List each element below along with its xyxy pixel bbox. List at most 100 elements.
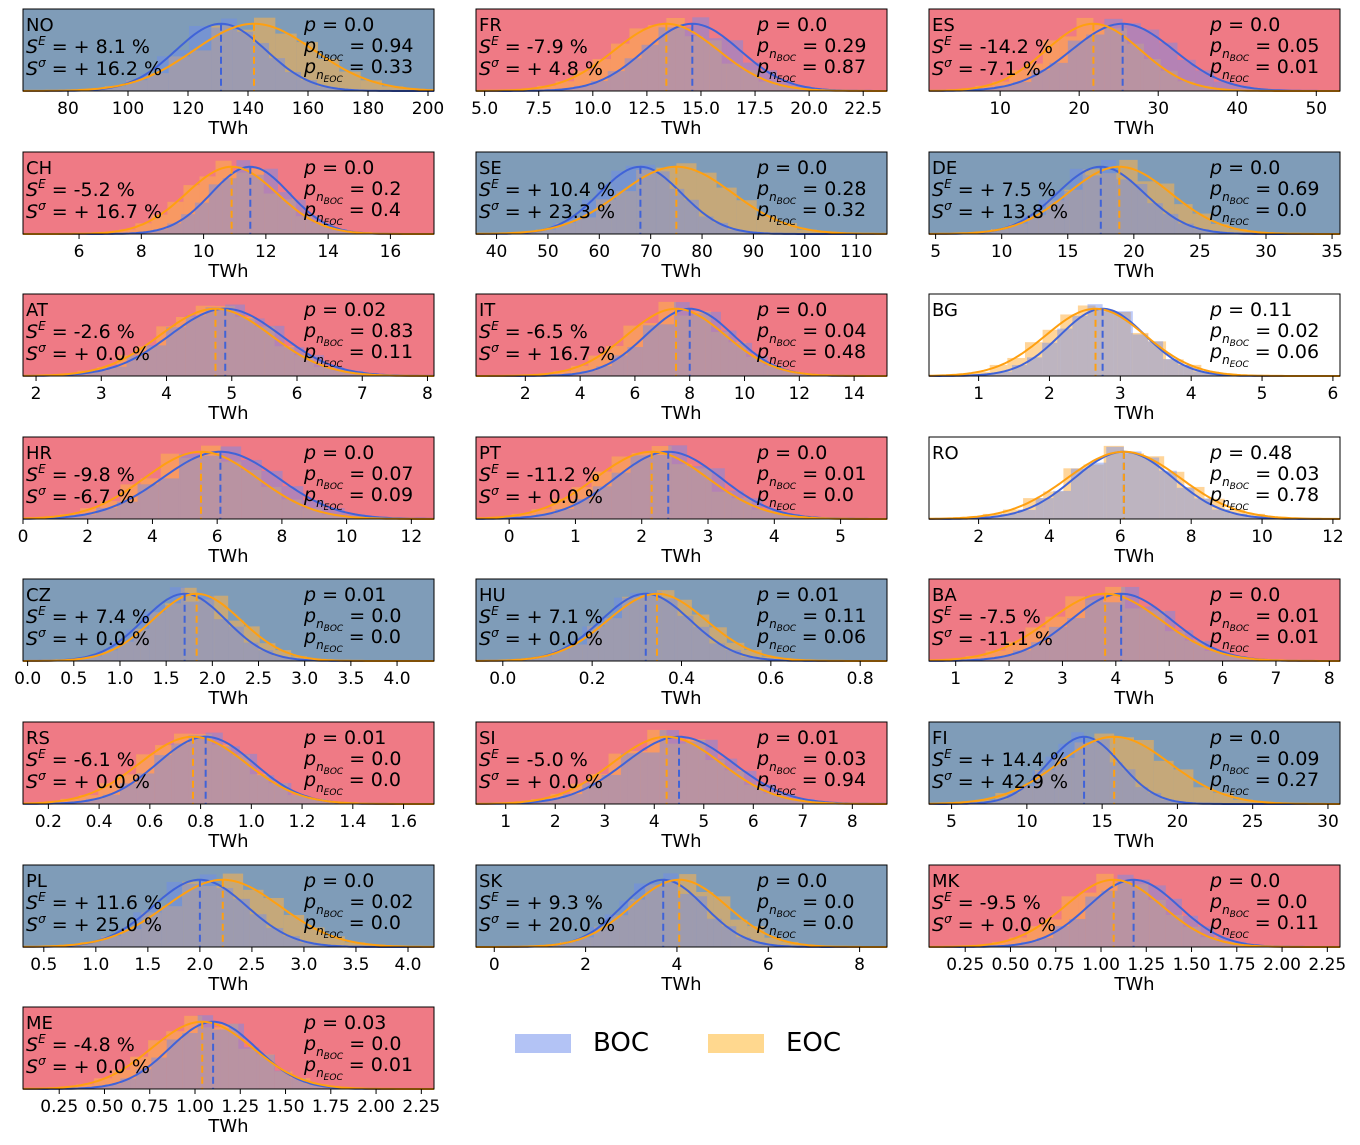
eoc-histogram-bar [535, 229, 556, 234]
eoc-histogram-bar [1113, 311, 1131, 376]
boc-histogram-bar [282, 486, 304, 519]
x-tick-label: 0.50 [86, 1097, 124, 1117]
eoc-histogram-bar [228, 620, 244, 661]
x-tick-label: 30 [1147, 99, 1169, 119]
eoc-histogram-bar [1210, 223, 1230, 234]
boc-histogram-bar [137, 773, 155, 804]
eoc-histogram-bar [591, 471, 612, 519]
p-annotation: p = 0.0 [303, 14, 374, 36]
eoc-histogram-bar [1213, 792, 1234, 804]
pn-boc-annotation: pnBOC = 0.0 [303, 1033, 401, 1062]
x-tick-label: 15 [1057, 242, 1079, 262]
boc-histogram-bar [538, 229, 553, 234]
boc-histogram-bar [1087, 304, 1103, 376]
boc-histogram-bar [102, 794, 120, 804]
boc-histogram-bar [1109, 762, 1123, 804]
boc-histogram-bar [1058, 743, 1072, 804]
boc-histogram-bar [1042, 342, 1058, 376]
x-tick-label: 5 [835, 527, 846, 547]
boc-histogram-bar [573, 85, 591, 91]
boc-histogram-bar [1106, 446, 1124, 519]
country-label: SI [479, 728, 496, 749]
eoc-histogram-bar [621, 596, 640, 661]
x-tick-label: 7.5 [525, 99, 552, 119]
x-tick-label: 3.0 [291, 669, 318, 689]
x-tick-label: 7 [357, 384, 368, 404]
x-tick-label: 1 [973, 384, 984, 404]
boc-histogram-bar [555, 509, 574, 519]
boc-histogram-bar [767, 365, 784, 376]
ssigma-annotation: Sσ = -7.1 % [932, 56, 1041, 80]
x-axis-label: TWh [207, 1116, 248, 1137]
pn-eoc-annotation: pnEOC = 0.33 [303, 56, 413, 85]
boc-histogram-bar [698, 216, 714, 234]
x-tick-label: 1.50 [1173, 955, 1211, 975]
eoc-histogram-bar [261, 486, 282, 519]
eoc-histogram-bar [616, 191, 637, 234]
eoc-histogram-bar [275, 650, 292, 661]
se-annotation: SE = -6.5 % [479, 319, 588, 343]
eoc-kde-line [23, 878, 434, 948]
eoc-histogram-bar [182, 881, 203, 947]
boc-histogram-bar [620, 753, 641, 804]
eoc-histogram-bar [133, 628, 150, 661]
eoc-histogram-bar [324, 936, 345, 947]
country-label: FR [479, 15, 502, 36]
eoc-histogram-bar [231, 172, 248, 234]
p-annotation: p = 0.03 [303, 1012, 386, 1034]
x-tick-label: 1.00 [176, 1097, 214, 1117]
boc-histogram-bar [85, 798, 103, 804]
eoc-histogram-bar [1174, 204, 1193, 234]
boc-histogram-bar [552, 222, 568, 234]
x-tick-label: 1 [950, 669, 961, 689]
eoc-histogram-bar [693, 311, 712, 376]
eoc-histogram-bar [1083, 464, 1104, 519]
ssigma-annotation: Sσ = -11.1 % [932, 626, 1053, 650]
eoc-histogram-bar [1173, 769, 1194, 804]
x-tick-label: 0.2 [35, 812, 62, 832]
eoc-histogram-bar [148, 1040, 167, 1089]
eoc-histogram-bar [1100, 173, 1120, 234]
panel-frame [475, 293, 888, 377]
x-tick-label: 0.25 [946, 955, 984, 975]
panel-frame [475, 8, 888, 92]
boc-histogram-bar [299, 942, 317, 947]
x-tick-label: 10 [193, 242, 215, 262]
eoc-histogram-bar [1144, 610, 1165, 661]
eoc-histogram-bar [771, 513, 792, 519]
eoc-kde-line [928, 592, 1340, 662]
boc-histogram-bar [658, 324, 675, 376]
eoc-histogram-bar [776, 222, 797, 234]
boc-histogram-bar [250, 174, 265, 234]
eoc-histogram-bar [180, 457, 201, 519]
eoc-histogram-bar [263, 193, 280, 234]
x-tick-label: 8 [422, 384, 433, 404]
x-tick-label: 8 [136, 242, 147, 262]
boc-histogram-bar [151, 1057, 167, 1089]
boc-histogram-bar [166, 327, 186, 376]
eoc-histogram-bar [992, 941, 1010, 947]
boc-histogram-bar [1037, 937, 1054, 947]
boc-histogram-bar [668, 445, 688, 519]
boc-histogram-bar [1006, 793, 1020, 804]
eoc-histogram-bar [777, 85, 796, 91]
x-tick-label: 2 [636, 527, 647, 547]
eoc-histogram-bar [1164, 631, 1185, 661]
boc-histogram-bar [661, 598, 678, 661]
boc-histogram-bar [1148, 792, 1162, 804]
boc-histogram-bar [556, 89, 574, 91]
eoc-histogram-bar [318, 58, 340, 91]
pn-eoc-annotation: pnEOC = 0.01 [1209, 626, 1319, 655]
eoc-histogram-bar [656, 590, 675, 661]
country-label: PT [479, 443, 502, 464]
pn-boc-annotation: pnBOC = 0.0 [303, 605, 401, 634]
eoc-histogram-bar [287, 795, 307, 804]
p-annotation: p = 0.48 [1209, 442, 1292, 464]
boc-histogram-bar [566, 643, 583, 661]
eoc-histogram-bar [595, 199, 617, 234]
x-tick-label: 80 [57, 99, 79, 119]
eoc-histogram-bar [1235, 945, 1253, 947]
x-tick-label: 7 [797, 812, 808, 832]
